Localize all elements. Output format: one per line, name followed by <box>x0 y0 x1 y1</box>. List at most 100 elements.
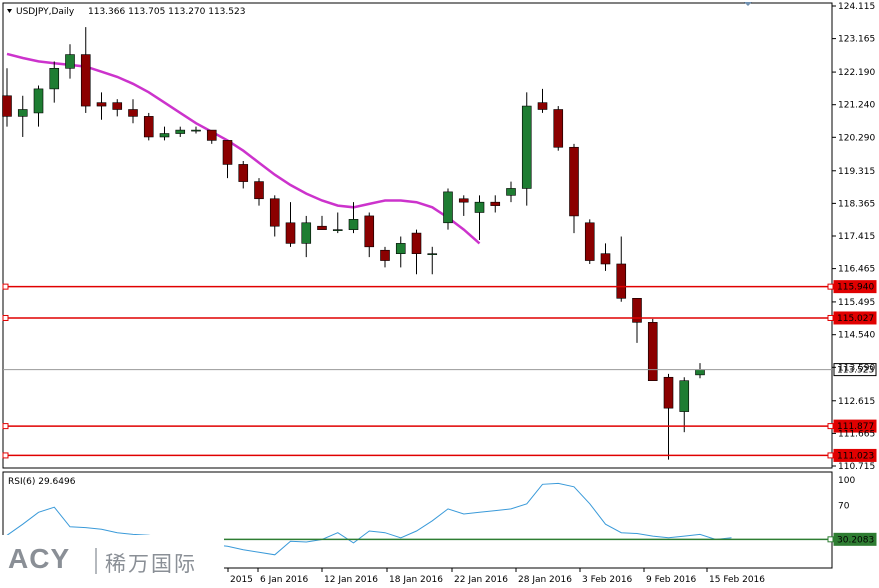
line-anchor-handle[interactable] <box>2 283 9 290</box>
bull-candle-body <box>191 129 201 132</box>
price-tag <box>833 419 877 433</box>
price-tag <box>833 280 877 294</box>
line-anchor-handle[interactable] <box>2 452 9 459</box>
bear-candle-body <box>206 129 217 141</box>
candle <box>348 202 359 234</box>
rsi-tag <box>833 532 877 546</box>
candle <box>17 95 28 137</box>
candle <box>269 195 280 237</box>
candle <box>112 99 123 117</box>
candle <box>80 27 91 113</box>
candle <box>506 181 516 203</box>
candle <box>332 212 343 234</box>
candle <box>521 92 532 206</box>
date-tick-label: 12 Jan 2016 <box>324 575 378 585</box>
bear-candle-body <box>269 198 280 227</box>
dropdown-triangle-icon[interactable] <box>7 9 12 13</box>
candle <box>647 318 658 381</box>
bear-candle-body <box>254 181 264 200</box>
line-anchor-handle[interactable] <box>2 314 9 321</box>
bull-candle-body <box>679 380 690 412</box>
candle <box>616 236 627 302</box>
candle <box>33 85 44 127</box>
candle <box>191 126 201 134</box>
date-tick-label: 15 Feb 2016 <box>709 575 765 585</box>
price-tick-label: 118.365 <box>838 199 875 209</box>
candle <box>96 92 107 120</box>
bull-candle-body <box>175 129 186 134</box>
ohlc-values: 113.366 113.705 113.270 113.523 <box>88 7 245 17</box>
price-tag-label: 111.877 <box>837 422 874 432</box>
candles-group <box>2 27 705 460</box>
price-tag-label: 113.523 <box>837 366 874 376</box>
line-anchor-handle[interactable] <box>827 283 834 290</box>
bull-candle-body <box>332 229 343 231</box>
brand-chinese-name: 稀万国际 <box>105 552 197 576</box>
bull-candle-body <box>348 219 359 230</box>
date-tick-label: 22 Jan 2016 <box>454 575 508 585</box>
candle <box>663 373 674 460</box>
candle <box>553 106 564 151</box>
date-tick-label: 6 Jan 2016 <box>260 575 308 585</box>
candle <box>600 243 611 271</box>
bear-candle-body <box>647 322 658 381</box>
candle <box>301 215 312 258</box>
candle <box>443 188 453 230</box>
bear-candle-body <box>317 225 327 230</box>
bear-candle-body <box>632 298 642 323</box>
bear-candle-body <box>616 263 627 299</box>
line-anchor-handle[interactable] <box>827 314 834 321</box>
line-anchor-handle[interactable] <box>827 423 834 430</box>
candle <box>364 212 375 258</box>
price-tick-label: 116.465 <box>838 265 875 275</box>
candle <box>317 215 327 230</box>
rsi-level-label: 70 <box>838 502 850 512</box>
bull-candle-body <box>443 191 453 224</box>
price-axis: 124.115 123.165 122.190 121.240 120.290 119.3… <box>832 2 875 472</box>
candle <box>175 126 186 137</box>
logo-separator <box>95 548 97 574</box>
candle <box>411 229 422 275</box>
bear-candle-body <box>2 95 12 117</box>
price-tick-label: 120.290 <box>838 133 875 143</box>
bear-candle-body <box>222 140 233 165</box>
candle <box>128 99 138 124</box>
candle <box>632 298 642 343</box>
date-tick-label: 2015 <box>230 575 253 585</box>
line-anchor-handle[interactable] <box>2 423 9 430</box>
rsi-level-label: 100 <box>838 476 855 486</box>
bear-candle-body <box>663 376 674 409</box>
scroll-arrow-icon[interactable] <box>744 2 752 6</box>
bull-candle-body <box>521 105 532 189</box>
candle <box>254 178 264 206</box>
price-tag-label: 115.940 <box>837 283 874 293</box>
bear-candle-body <box>553 109 564 148</box>
price-tick-label: 110.715 <box>838 462 875 472</box>
candle <box>159 126 170 141</box>
candle <box>222 140 233 179</box>
bear-candle-body <box>584 222 595 261</box>
price-tick-label: 112.615 <box>838 397 875 407</box>
price-tag-label: 115.027 <box>837 314 874 324</box>
price-tick-label: 111.665 <box>838 429 875 439</box>
bear-candle-body <box>600 253 611 265</box>
bull-candle-body <box>65 54 75 69</box>
brand-name: ACY <box>8 543 71 574</box>
candle <box>584 219 595 264</box>
candle <box>206 129 217 144</box>
bull-candle-body <box>506 188 516 196</box>
price-tag <box>833 448 877 462</box>
price-tick-label: 114.540 <box>838 331 875 341</box>
line-anchor-handle[interactable] <box>827 536 834 543</box>
candle <box>143 112 154 141</box>
candle <box>395 236 406 268</box>
rsi-panel-border <box>2 471 833 569</box>
candle <box>679 377 690 433</box>
bull-candle-body <box>33 88 44 114</box>
bear-candle-body <box>380 249 390 261</box>
price-tick-label: 115.495 <box>838 298 875 308</box>
price-tick-label: 124.115 <box>838 2 875 12</box>
line-anchor-handle[interactable] <box>827 452 834 459</box>
horizontal-lines-group[interactable]: 115.940 115.027 113.523 111.877 111.023 <box>2 280 877 462</box>
